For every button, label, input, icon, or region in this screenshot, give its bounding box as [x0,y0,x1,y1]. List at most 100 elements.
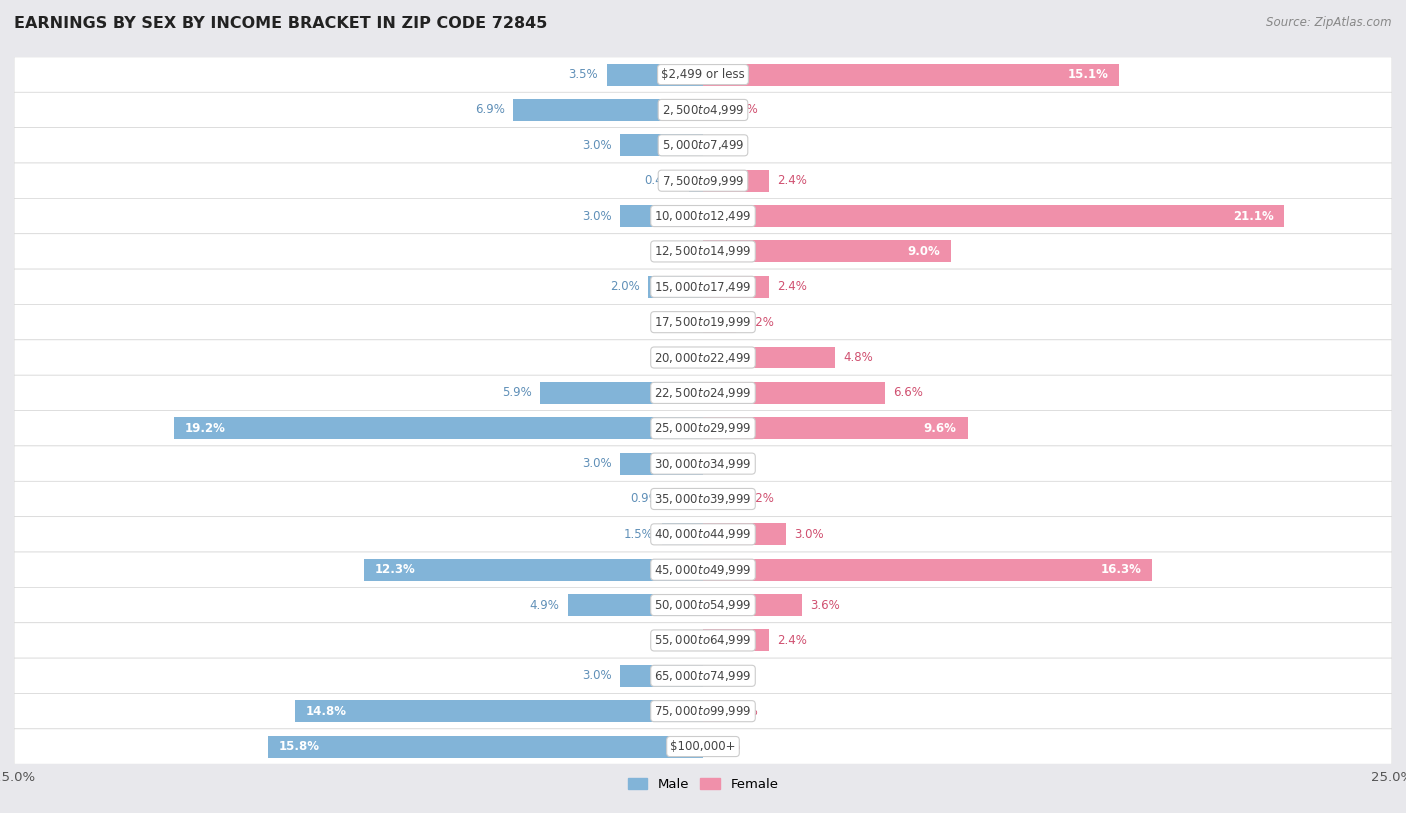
Bar [364,559,703,580]
Text: 3.0%: 3.0% [794,528,824,541]
Text: 0.0%: 0.0% [665,634,695,647]
Bar [703,63,1119,85]
Text: 0.0%: 0.0% [711,139,741,152]
Text: 0.6%: 0.6% [728,705,758,718]
Bar [703,524,786,546]
Text: $7,500 to $9,999: $7,500 to $9,999 [662,174,744,188]
FancyBboxPatch shape [14,304,1392,340]
Text: 15.8%: 15.8% [278,740,319,753]
Bar [689,170,703,192]
Bar [606,63,703,85]
Text: 5.9%: 5.9% [502,386,531,399]
Text: 4.9%: 4.9% [530,598,560,611]
Text: 3.0%: 3.0% [582,139,612,152]
Text: 1.2%: 1.2% [744,493,775,506]
Text: $10,000 to $12,499: $10,000 to $12,499 [654,209,752,223]
Text: $5,000 to $7,499: $5,000 to $7,499 [662,138,744,152]
Text: 3.6%: 3.6% [810,598,841,611]
Bar [620,205,703,227]
Text: 19.2%: 19.2% [186,422,226,435]
Text: 3.5%: 3.5% [568,68,599,81]
Text: $50,000 to $54,999: $50,000 to $54,999 [654,598,752,612]
Text: $17,500 to $19,999: $17,500 to $19,999 [654,315,752,329]
Text: $40,000 to $44,999: $40,000 to $44,999 [654,528,752,541]
Bar [703,488,737,510]
Text: $20,000 to $22,499: $20,000 to $22,499 [654,350,752,364]
Text: $15,000 to $17,499: $15,000 to $17,499 [654,280,752,293]
Bar [703,382,884,404]
FancyBboxPatch shape [14,659,1392,693]
FancyBboxPatch shape [14,411,1392,446]
Text: 2.0%: 2.0% [610,280,640,293]
FancyBboxPatch shape [14,623,1392,659]
FancyBboxPatch shape [14,92,1392,128]
Text: $30,000 to $34,999: $30,000 to $34,999 [654,457,752,471]
Text: $2,500 to $4,999: $2,500 to $4,999 [662,103,744,117]
FancyBboxPatch shape [14,128,1392,163]
Text: 2.4%: 2.4% [778,634,807,647]
Text: 6.9%: 6.9% [475,103,505,116]
Text: $25,000 to $29,999: $25,000 to $29,999 [654,421,752,435]
FancyBboxPatch shape [14,729,1392,764]
Text: 14.8%: 14.8% [307,705,347,718]
Text: 16.3%: 16.3% [1101,563,1142,576]
Text: $12,500 to $14,999: $12,500 to $14,999 [654,245,752,259]
Text: $65,000 to $74,999: $65,000 to $74,999 [654,669,752,683]
Text: 0.0%: 0.0% [711,457,741,470]
FancyBboxPatch shape [14,57,1392,92]
Text: Source: ZipAtlas.com: Source: ZipAtlas.com [1267,16,1392,29]
Text: 0.6%: 0.6% [728,103,758,116]
Text: $2,499 or less: $2,499 or less [661,68,745,81]
Bar [568,594,703,616]
Text: 0.49%: 0.49% [644,174,682,187]
Text: 4.8%: 4.8% [844,351,873,364]
FancyBboxPatch shape [14,517,1392,552]
Bar [703,170,769,192]
FancyBboxPatch shape [14,269,1392,304]
Bar [267,736,703,758]
Bar [620,453,703,475]
Text: $45,000 to $49,999: $45,000 to $49,999 [654,563,752,576]
Text: $22,500 to $24,999: $22,500 to $24,999 [654,386,752,400]
Text: $75,000 to $99,999: $75,000 to $99,999 [654,704,752,718]
Text: 3.0%: 3.0% [582,669,612,682]
Text: 0.0%: 0.0% [665,315,695,328]
Bar [703,276,769,298]
Text: 1.5%: 1.5% [624,528,654,541]
Bar [620,665,703,687]
Text: 3.0%: 3.0% [582,210,612,223]
Text: EARNINGS BY SEX BY INCOME BRACKET IN ZIP CODE 72845: EARNINGS BY SEX BY INCOME BRACKET IN ZIP… [14,16,547,31]
Text: 0.0%: 0.0% [665,351,695,364]
Bar [620,134,703,156]
Bar [703,559,1152,580]
Bar [703,629,769,651]
Bar [703,594,803,616]
FancyBboxPatch shape [14,233,1392,269]
FancyBboxPatch shape [14,446,1392,481]
Text: 2.4%: 2.4% [778,280,807,293]
Text: 0.0%: 0.0% [711,740,741,753]
Bar [703,205,1285,227]
FancyBboxPatch shape [14,340,1392,375]
Text: $100,000+: $100,000+ [671,740,735,753]
Text: 9.0%: 9.0% [907,245,941,258]
Text: 12.3%: 12.3% [375,563,416,576]
Text: 0.99%: 0.99% [630,493,668,506]
Text: 21.1%: 21.1% [1233,210,1274,223]
Bar [662,524,703,546]
FancyBboxPatch shape [14,481,1392,517]
FancyBboxPatch shape [14,552,1392,587]
Legend: Male, Female: Male, Female [623,773,783,797]
Text: $35,000 to $39,999: $35,000 to $39,999 [654,492,752,506]
FancyBboxPatch shape [14,163,1392,198]
Text: 9.6%: 9.6% [924,422,956,435]
Bar [703,417,967,439]
Bar [703,99,720,121]
Bar [295,700,703,722]
Bar [676,488,703,510]
Bar [174,417,703,439]
FancyBboxPatch shape [14,693,1392,729]
FancyBboxPatch shape [14,375,1392,411]
Bar [540,382,703,404]
Bar [703,241,950,263]
